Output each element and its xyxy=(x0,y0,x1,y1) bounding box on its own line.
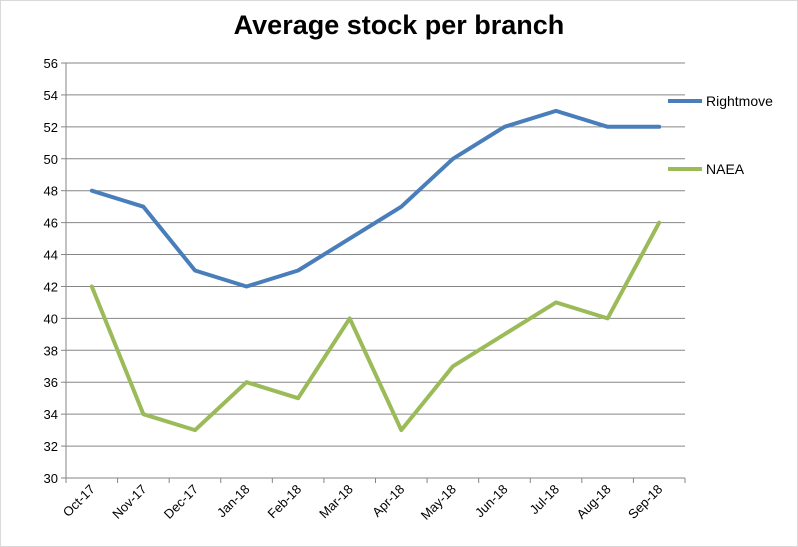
legend-label: NAEA xyxy=(706,161,745,177)
x-tick-label: May-18 xyxy=(418,482,459,523)
legend: Rightmove NAEA xyxy=(668,93,773,177)
x-tick-label: Oct-17 xyxy=(60,482,98,520)
x-tick-label: Aug-18 xyxy=(573,482,613,522)
x-tick-label: Jun-18 xyxy=(472,482,511,521)
x-tick-label: Jul-18 xyxy=(527,482,563,518)
y-tick-label: 30 xyxy=(44,471,58,486)
axes xyxy=(65,63,685,479)
y-tick-label: 44 xyxy=(44,248,58,263)
x-tick-label: Jan-18 xyxy=(214,482,253,521)
y-tick-label: 50 xyxy=(44,152,58,167)
series-line-rightmove xyxy=(89,108,662,289)
y-tick-label: 52 xyxy=(44,120,58,135)
legend-label: Rightmove xyxy=(706,93,773,109)
series-line-naea xyxy=(89,220,662,433)
y-tick-label: 42 xyxy=(44,279,58,294)
y-tick-label: 56 xyxy=(44,56,58,71)
x-tick-label: Dec-17 xyxy=(161,482,201,522)
y-tick-label: 46 xyxy=(44,216,58,231)
y-tick-label: 40 xyxy=(44,311,58,326)
chart-title: Average stock per branch xyxy=(233,10,565,40)
x-tick-label: Apr-18 xyxy=(369,482,407,520)
series-lines xyxy=(89,108,662,433)
y-tick-label: 34 xyxy=(44,407,58,422)
y-axis-ticks: 30 32 34 36 38 40 42 44 46 48 50 52 54 56 xyxy=(44,56,66,486)
x-tick-label: Sep-18 xyxy=(625,482,665,522)
x-tick-label: Nov-17 xyxy=(109,482,149,522)
y-tick-label: 38 xyxy=(44,343,58,358)
y-tick-label: 54 xyxy=(44,88,58,103)
y-tick-label: 32 xyxy=(44,439,58,454)
x-axis-ticks: Oct-17 Nov-17 Dec-17 Jan-18 Feb-18 Mar-18 Apr-… xyxy=(60,478,686,523)
y-tick-label: 48 xyxy=(44,184,58,199)
y-tick-label: 36 xyxy=(44,375,58,390)
x-tick-label: Feb-18 xyxy=(265,482,305,522)
x-tick-label: Mar-18 xyxy=(316,482,356,522)
gridlines xyxy=(66,62,685,447)
